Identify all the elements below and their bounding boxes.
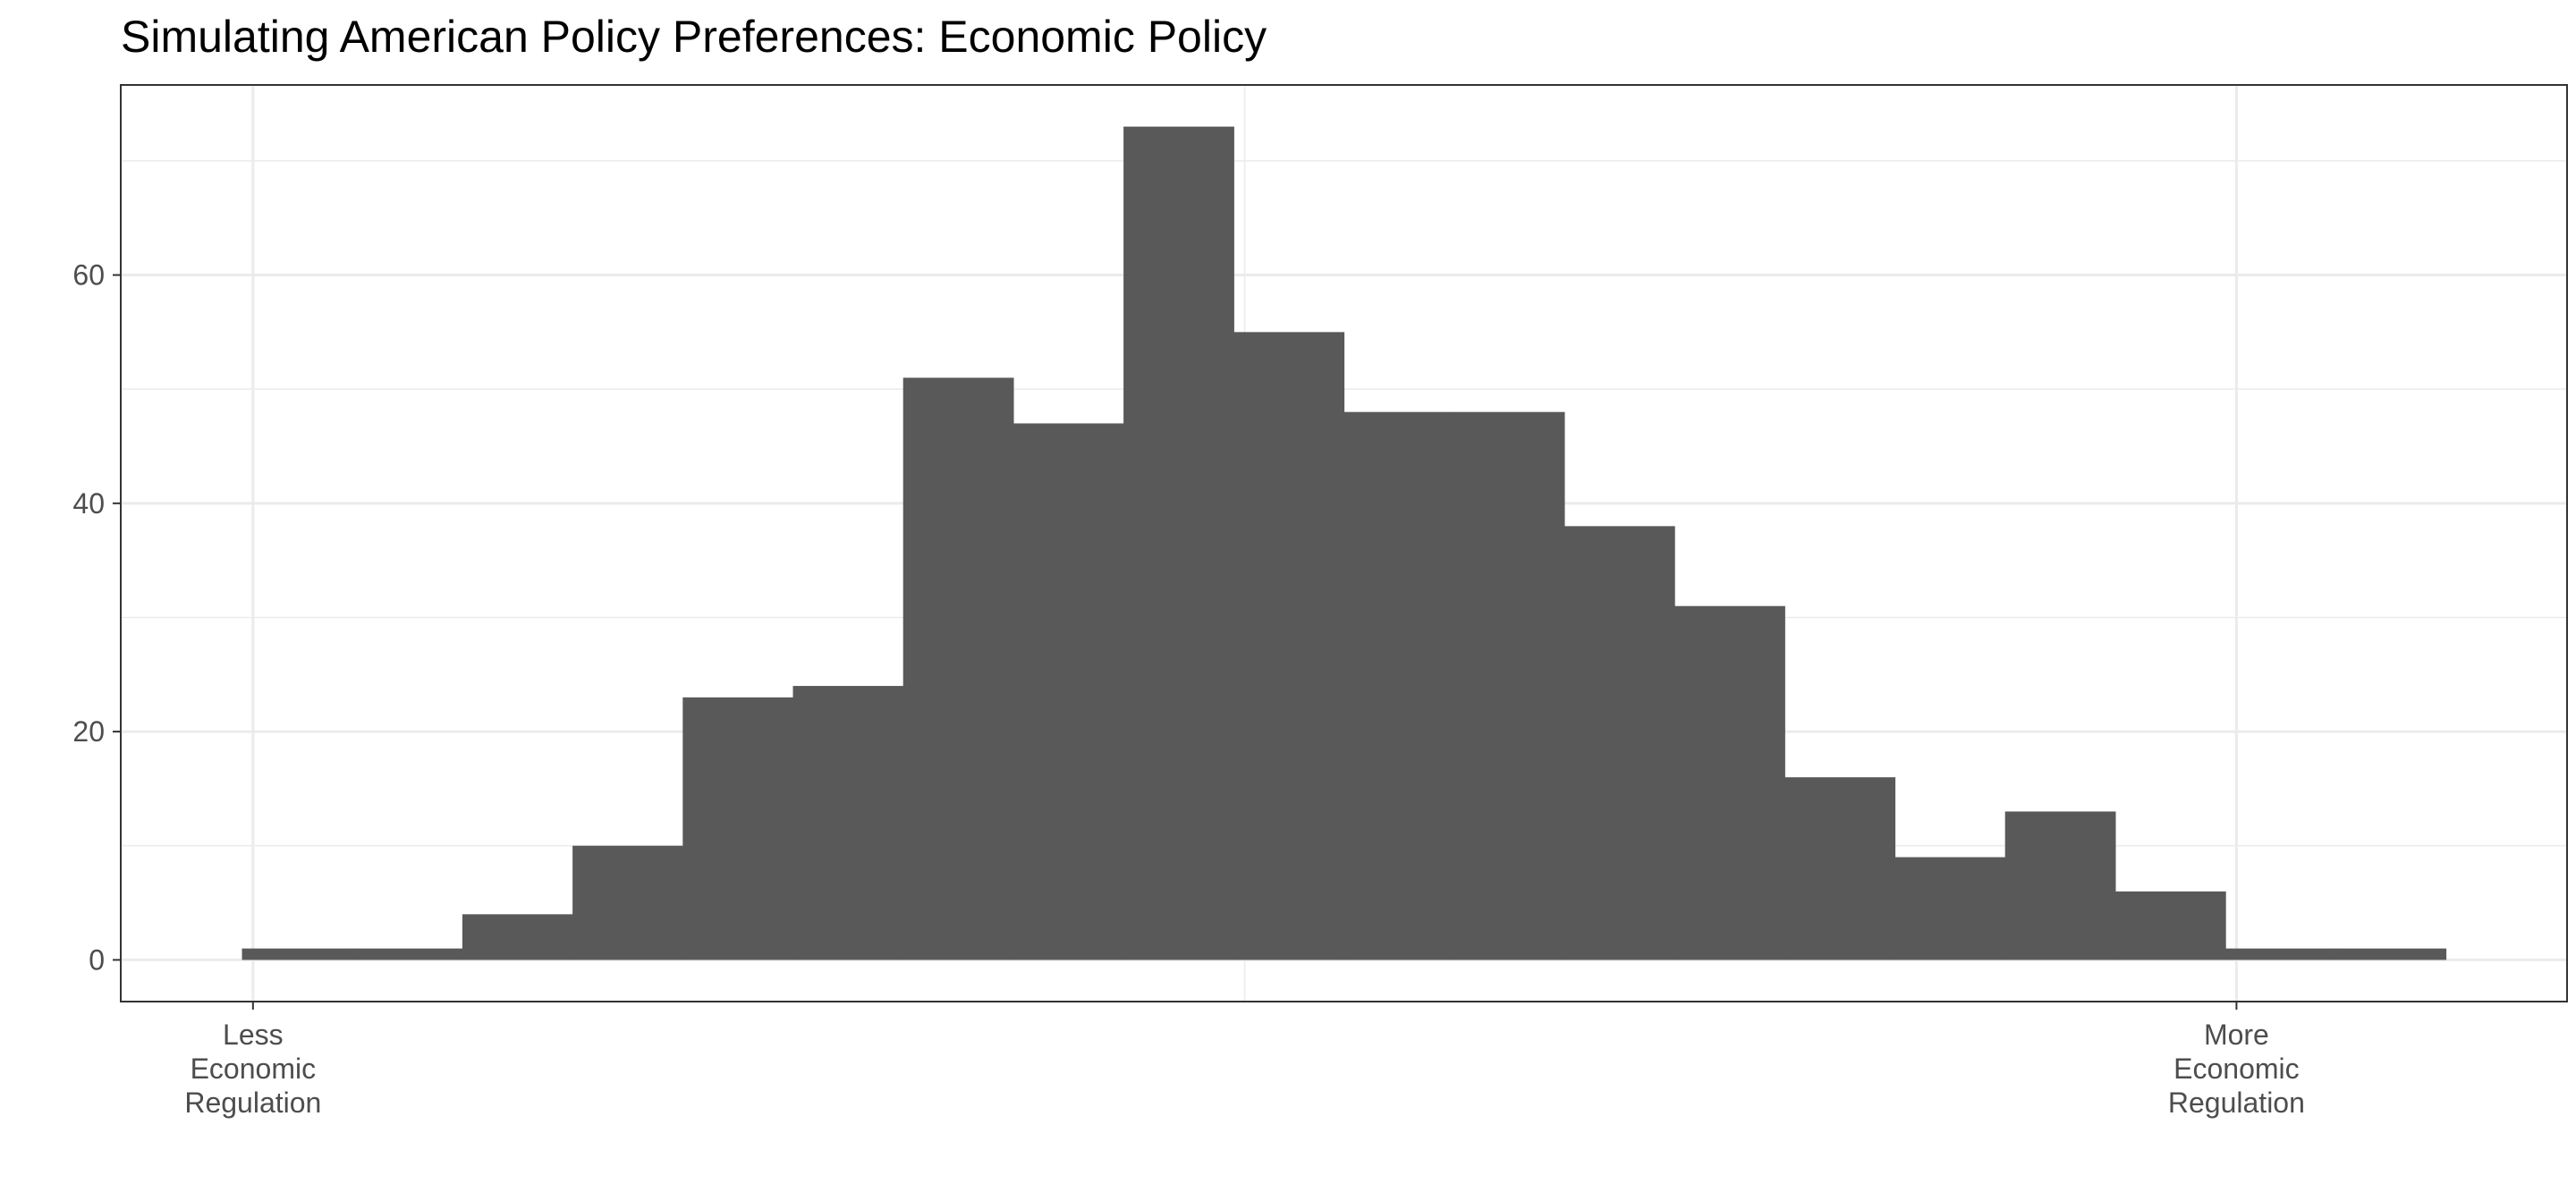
histogram-bar [2114,891,2226,960]
histogram-bar [902,377,1014,960]
x-tick-label-line: Economic [2174,1053,2300,1085]
y-tick-label: 40 [72,487,105,520]
histogram-bar [2335,948,2447,960]
y-tick-label: 0 [89,943,105,976]
x-tick-label-line: Economic [191,1053,317,1085]
histogram-bar [1453,411,1565,960]
y-tick-label: 20 [72,715,105,748]
histogram-bar [1013,423,1124,960]
histogram-bar [242,948,353,960]
x-tick-label-line: Regulation [2168,1087,2305,1119]
histogram-bar [1563,526,1675,960]
histogram-bar [1894,857,2006,960]
histogram-bar [792,686,904,960]
x-tick-label-line: More [2204,1019,2269,1051]
chart-title: Simulating American Policy Preferences: … [121,12,1267,62]
histogram-bar [352,948,463,960]
histogram-bar [682,697,794,960]
histogram-bar [1784,777,1896,960]
histogram-bar [1343,411,1455,960]
histogram-bar [1674,605,1785,960]
histogram-bar [1233,332,1345,960]
histogram-bar [2004,811,2116,960]
x-tick-label: More Economic Regulation [2168,1019,2305,1119]
x-tick-label-line: Regulation [184,1087,321,1119]
y-tick-label: 60 [72,259,105,292]
histogram-bars [242,126,2447,960]
histogram-bar [2225,948,2336,960]
histogram-bar [462,914,573,960]
panel-border [120,84,2568,1002]
x-tick-label: Less Economic Regulation [184,1019,321,1119]
histogram-bar [1123,126,1234,960]
histogram-bar [572,845,683,960]
x-tick-label-line: Less [223,1019,284,1051]
